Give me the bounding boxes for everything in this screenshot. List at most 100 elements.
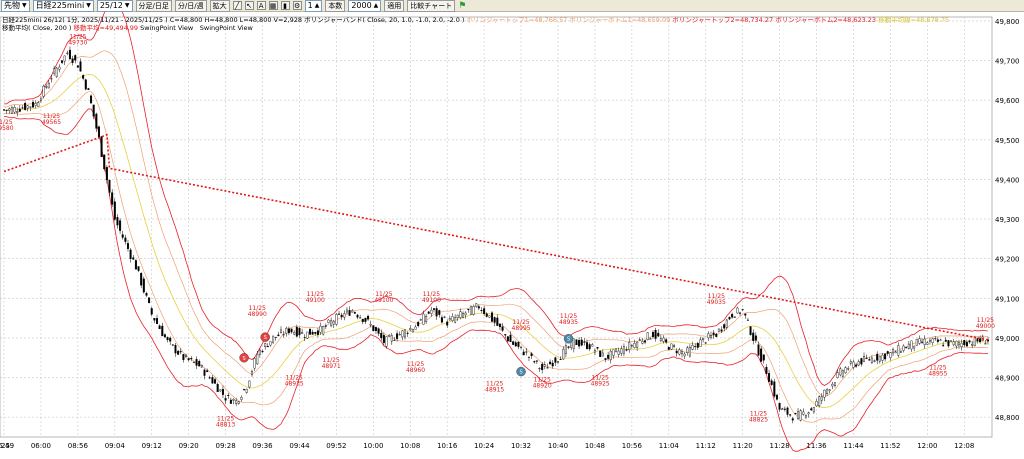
candle-body bbox=[229, 399, 232, 404]
chevron-down-icon: ▼ bbox=[86, 1, 91, 9]
x-tick-label: 11:12 bbox=[696, 442, 716, 450]
swing-annotation-value: 49100 bbox=[306, 297, 325, 304]
candle-body bbox=[290, 328, 293, 333]
candle-body bbox=[367, 315, 370, 320]
swing-annotation-value: 48920 bbox=[533, 383, 552, 390]
grid-tool-icon[interactable]: ▦ bbox=[268, 1, 278, 10]
bollinger-bottom-2-line bbox=[3, 108, 989, 452]
candle-body bbox=[419, 319, 422, 321]
flag-icon[interactable]: ⚑ bbox=[458, 0, 467, 11]
candle-body bbox=[815, 401, 818, 407]
candle-body bbox=[496, 317, 499, 326]
interval-button[interactable]: 分足/日足 bbox=[135, 0, 172, 12]
candle-body bbox=[335, 314, 338, 325]
candle-body bbox=[562, 348, 565, 360]
candle-body bbox=[662, 337, 665, 342]
swing-point-marker bbox=[239, 353, 249, 363]
candle-body bbox=[359, 317, 362, 319]
swing-annotation-date: 11/25 bbox=[977, 317, 994, 324]
text-tool-icon[interactable]: A bbox=[256, 1, 266, 10]
line-tool-icon[interactable]: ╱ bbox=[232, 1, 242, 10]
candle-body bbox=[79, 61, 82, 72]
x-tick-label: 06:00 bbox=[31, 442, 51, 450]
y-tick-label: 49,800 bbox=[995, 18, 1020, 26]
period-value-input[interactable]: 1 ▲ bbox=[304, 0, 323, 12]
x-tick-label: 11:44 bbox=[843, 442, 864, 450]
candle-body bbox=[984, 343, 987, 345]
legend-swing-label: SwingPoint View SwingPoint View bbox=[140, 24, 253, 32]
zoom-in-button[interactable]: 拡大 bbox=[209, 0, 230, 12]
candle-body bbox=[285, 327, 288, 334]
candle-body bbox=[704, 342, 707, 344]
candle-body bbox=[301, 331, 304, 334]
period-button[interactable]: 分/日/週 bbox=[174, 0, 207, 12]
candle-body bbox=[657, 332, 660, 337]
candle-body bbox=[950, 340, 953, 342]
candle-body bbox=[968, 340, 971, 343]
swing-annotation-date: 11/25 bbox=[592, 375, 609, 382]
candle-body bbox=[10, 107, 13, 114]
candle-body bbox=[353, 312, 356, 314]
settings-icon[interactable]: ⚙ bbox=[292, 1, 302, 10]
candle-body bbox=[715, 333, 718, 337]
count-value: 2000 bbox=[351, 0, 372, 10]
candle-body bbox=[243, 389, 246, 391]
candle-body bbox=[535, 360, 538, 362]
contract-select[interactable]: 25/12 ▼ bbox=[96, 0, 133, 12]
candle-body bbox=[707, 333, 710, 339]
count-input[interactable]: 2000 ▲ bbox=[348, 0, 382, 12]
x-tick-label: 09:28 bbox=[216, 442, 236, 450]
candle-body bbox=[166, 337, 169, 341]
candle-body bbox=[250, 371, 253, 376]
candle-body bbox=[831, 383, 834, 387]
product-select[interactable]: 日経225mini ▼ bbox=[32, 0, 94, 12]
candle-body bbox=[799, 410, 802, 421]
candle-body bbox=[61, 60, 64, 63]
x-tick-label: 11:28 bbox=[769, 442, 789, 450]
candle-body bbox=[617, 350, 620, 355]
candle-body bbox=[87, 88, 90, 90]
chevron-down-icon: ▼ bbox=[124, 1, 130, 9]
candle-body bbox=[95, 113, 98, 129]
candle-body bbox=[430, 309, 433, 314]
candle-body bbox=[918, 338, 921, 344]
y-tick-label: 49,700 bbox=[995, 58, 1020, 66]
contract-select-value: 25/12 bbox=[99, 0, 123, 10]
swing-annotation-date: 11/25 bbox=[560, 313, 577, 320]
apply-button[interactable]: 適用 bbox=[384, 0, 405, 12]
candle-body bbox=[744, 313, 747, 316]
candle-body bbox=[34, 103, 37, 106]
candle-body bbox=[731, 314, 734, 318]
candle-body bbox=[572, 338, 575, 349]
cursor-tool-icon[interactable]: ↖ bbox=[244, 1, 254, 10]
candle-body bbox=[899, 351, 902, 353]
candle-body bbox=[208, 377, 211, 379]
candle-body bbox=[736, 307, 739, 314]
candle-body bbox=[266, 346, 269, 348]
x-tick-label: 09:12 bbox=[142, 442, 162, 450]
compare-chart-button[interactable]: 比較チャート bbox=[407, 0, 456, 12]
candle-body bbox=[694, 346, 697, 348]
swing-annotation-date: 11/25 bbox=[286, 375, 303, 382]
candle-body bbox=[422, 313, 425, 325]
bar-tool-icon[interactable]: ▮ bbox=[280, 1, 290, 10]
candle-body bbox=[564, 345, 567, 354]
candle-body bbox=[401, 330, 404, 338]
candle-body bbox=[382, 335, 385, 344]
x-tick-label: 05:49 bbox=[0, 442, 14, 450]
legend-line-1: 日経225mini 26/12( 1分, 2025/11/21 - 2025/1… bbox=[2, 15, 949, 24]
candle-body bbox=[641, 341, 644, 344]
candle-body bbox=[675, 351, 678, 354]
candle-body bbox=[171, 344, 174, 346]
candle-body bbox=[913, 345, 916, 349]
bollinger-bottom-1-line bbox=[4, 91, 988, 423]
candle-body bbox=[886, 351, 889, 354]
candle-body bbox=[451, 316, 454, 321]
swing-annotation-value: 48935 bbox=[285, 381, 304, 388]
candle-body bbox=[833, 382, 836, 386]
market-select[interactable]: 先物 ▼ bbox=[1, 0, 30, 12]
candle-body bbox=[670, 343, 673, 350]
plot-frame bbox=[0, 16, 993, 438]
